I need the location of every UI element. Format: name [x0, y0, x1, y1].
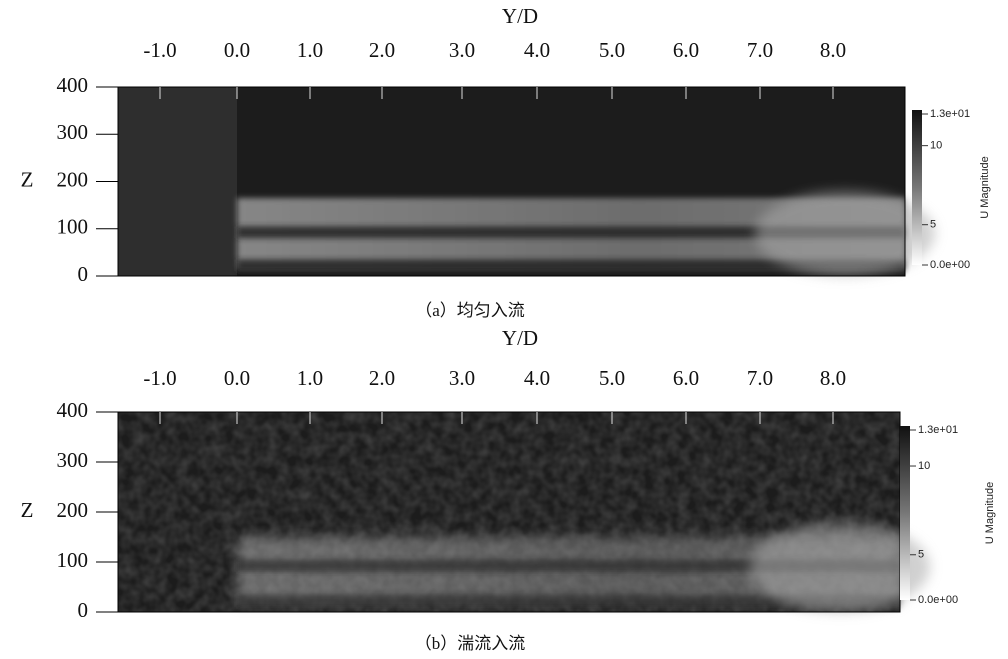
x-tick-label: 7.0 [747, 38, 773, 62]
x-tick-label: 8.0 [820, 38, 846, 62]
colorbar-tick-label: 1.3e+01 [930, 108, 970, 120]
y-tick-label: 200 [57, 167, 89, 191]
y-tick-label: 400 [57, 398, 89, 422]
x-tick-label: 3.0 [449, 366, 475, 390]
x-tick-label: 4.0 [524, 38, 550, 62]
y-tick-label: 400 [57, 73, 89, 97]
x-tick-label: 4.0 [524, 366, 550, 390]
x-tick-label: 5.0 [599, 38, 625, 62]
y-axis-label: Z [21, 498, 34, 522]
x-tick-label: 2.0 [369, 38, 395, 62]
colorbar-tick-label: 5 [930, 219, 936, 231]
x-tick-label: 1.0 [297, 366, 323, 390]
x-axis-label: Y/D [502, 4, 538, 28]
x-tick-label: 6.0 [673, 38, 699, 62]
inflow-region [118, 87, 237, 276]
colorbar-tick-label: 1.3e+01 [918, 424, 958, 436]
figure: Y/D Z -1.0 0.0 1.0 2.0 3.0 4.0 5.0 6.0 7.0 8.0 400 30… [0, 0, 1008, 659]
x-tick-label: 0.0 [224, 366, 250, 390]
colorbar-tick-label: 0.0e+00 [918, 594, 958, 606]
y-tick-label: 300 [57, 120, 89, 144]
colorbar-tick-label: 10 [930, 140, 942, 152]
x-tick-label: 5.0 [599, 366, 625, 390]
x-tick-label: 6.0 [673, 366, 699, 390]
colorbar-tick-label: 10 [918, 460, 930, 472]
y-tick-label: 100 [57, 548, 89, 572]
colorbar-tick-label: 0.0e+00 [930, 259, 970, 271]
caption: （b）湍流入流 [415, 634, 526, 653]
y-tick-label: 0 [78, 598, 89, 622]
wake-far [755, 191, 935, 276]
colorbar-tick-label: 5 [918, 549, 924, 561]
x-tick-label: 8.0 [820, 366, 846, 390]
x-tick-label: 0.0 [224, 38, 250, 62]
colorbar [900, 426, 910, 600]
x-tick-label: -1.0 [143, 38, 176, 62]
y-tick-label: 200 [57, 498, 89, 522]
y-axis-label: Z [21, 167, 34, 191]
x-tick-label: -1.0 [143, 366, 176, 390]
caption: （a）均匀入流 [415, 301, 525, 320]
x-tick-label: 7.0 [747, 366, 773, 390]
colorbar-label: U Magnitude [984, 482, 996, 544]
x-axis-label: Y/D [502, 326, 538, 350]
y-tick-label: 0 [78, 262, 89, 286]
colorbar-label: U Magnitude [979, 156, 991, 218]
x-tick-label: 2.0 [369, 366, 395, 390]
x-tick-label: 3.0 [449, 38, 475, 62]
y-tick-label: 300 [57, 448, 89, 472]
colorbar [912, 110, 922, 265]
x-tick-label: 1.0 [297, 38, 323, 62]
y-tick-label: 100 [57, 215, 89, 239]
